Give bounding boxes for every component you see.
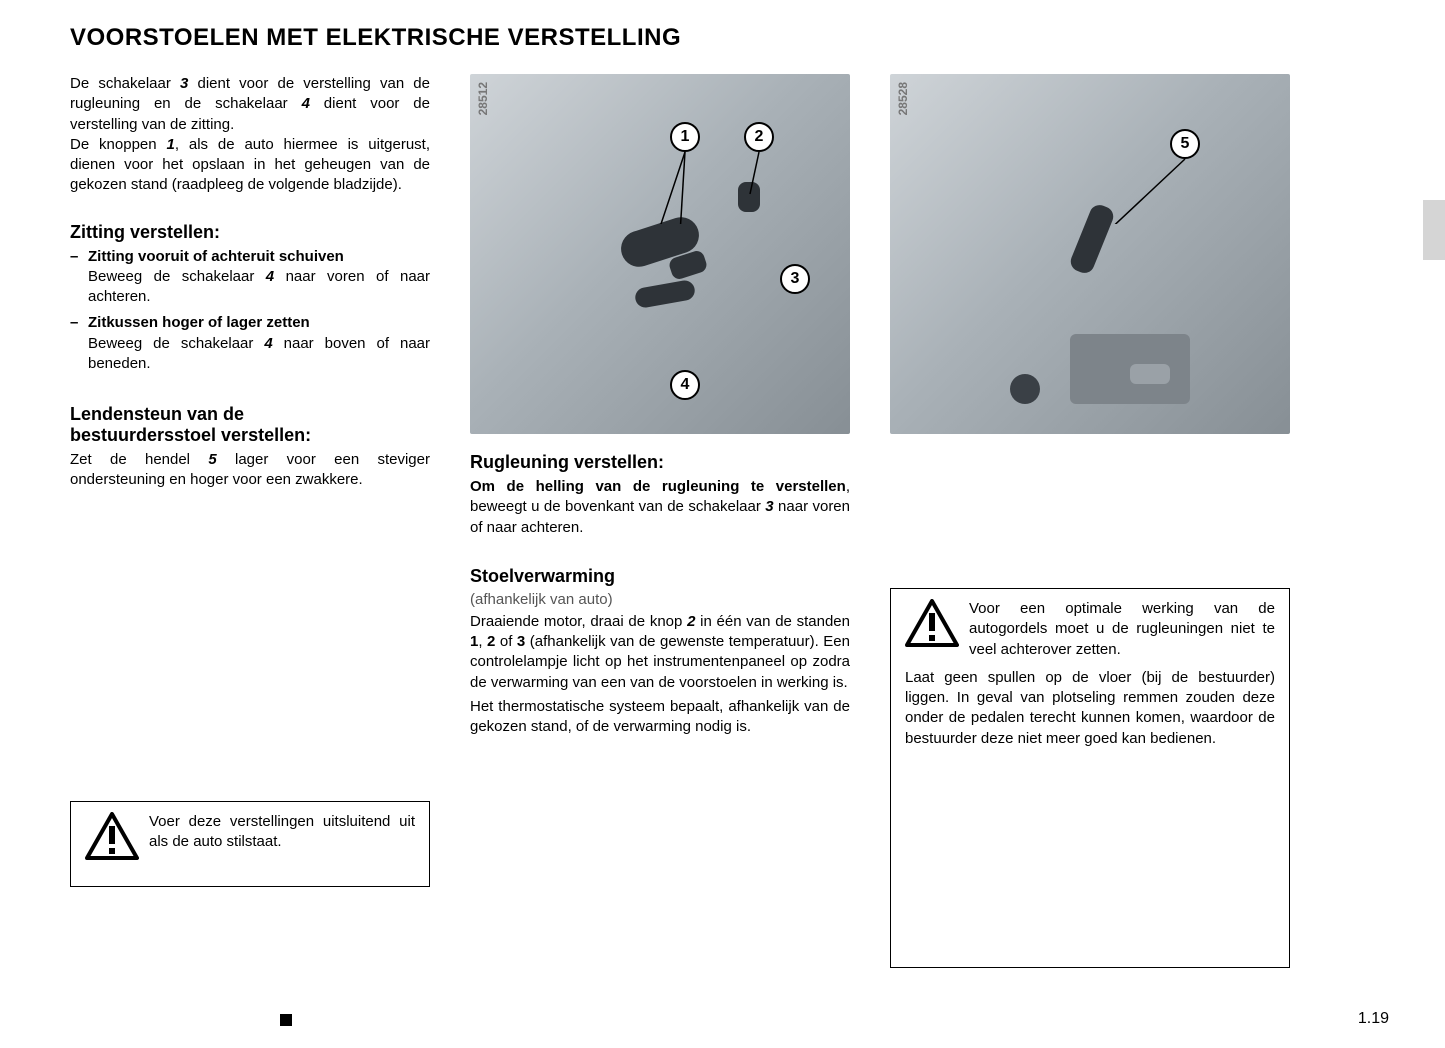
- callout-5: 5: [1170, 129, 1200, 159]
- section-title-line: bestuurdersstoel verstellen:: [70, 425, 311, 445]
- intro-paragraph: De schakelaar 3 dient voor de verstellin…: [70, 74, 430, 196]
- callout-1: 1: [670, 122, 700, 152]
- side-tab: [1423, 200, 1445, 260]
- lendensteun-body: Zet de hendel 5 lager voor een steviger …: [70, 450, 430, 491]
- callout-lines: [470, 74, 770, 224]
- warning-text: Voer deze verstellingen uitsluitend uit …: [149, 812, 415, 853]
- rugleuning-lead: Om de helling van de rugleuning te verst…: [470, 478, 846, 495]
- warning-box-small: Voer deze verstellingen uitsluitend uit …: [70, 801, 430, 887]
- page-title: VOORSTOELEN MET ELEKTRISCHE VERSTELLING: [70, 24, 1385, 52]
- warning-head-text: Voor een optimale werking van de autogor…: [969, 599, 1275, 660]
- stoelverwarming-body2: Het thermostatische systeem bepaalt, afh…: [470, 697, 850, 738]
- callout-4: 4: [670, 370, 700, 400]
- stoelverwarming-body1: Draaiende motor, draai de knop 2 in één …: [470, 612, 850, 693]
- figure-right: 28528 5: [890, 74, 1290, 434]
- rugleuning-body: Om de helling van de rugleuning te verst…: [470, 477, 850, 538]
- warning-triangle-icon: [85, 812, 139, 866]
- warning-body-text: Laat geen spullen op de vloer (bij de be…: [905, 668, 1275, 749]
- callout-lines: [890, 74, 1190, 224]
- stoelverwarming-sub: (afhankelijk van auto): [470, 591, 850, 608]
- page-marker-square: [280, 1014, 292, 1026]
- callout-3: 3: [780, 264, 810, 294]
- column-2: 28512 1 2 3 4 Rugleuning verstellen: Om …: [470, 74, 850, 968]
- warning-box-large: Voor een optimale werking van de autogor…: [890, 588, 1290, 968]
- callout-2: 2: [744, 122, 774, 152]
- figure-left: 28512 1 2 3 4: [470, 74, 850, 434]
- list-item: Zitting vooruit of achteruit schuiven Be…: [70, 247, 430, 308]
- list-item-title: Zitting vooruit of achteruit schuiven: [88, 248, 344, 265]
- page-number: 1.19: [1358, 1010, 1389, 1028]
- section-rugleuning-title: Rugleuning verstellen:: [470, 452, 850, 473]
- content-columns: De schakelaar 3 dient voor de verstellin…: [70, 74, 1385, 968]
- section-zitting-title: Zitting verstellen:: [70, 222, 430, 243]
- section-stoelverwarming-title: Stoelverwarming: [470, 566, 850, 587]
- section-lendensteun-title: Lendensteun van de bestuurdersstoel vers…: [70, 404, 430, 446]
- list-item-title: Zitkussen hoger of lager zetten: [88, 314, 310, 331]
- zitting-list: Zitting vooruit of achteruit schuiven Be…: [70, 247, 430, 375]
- section-title-line: Lendensteun van de: [70, 404, 244, 424]
- warning-triangle-icon: [905, 599, 959, 653]
- list-item: Zitkussen hoger of lager zetten Beweeg d…: [70, 313, 430, 374]
- column-1: De schakelaar 3 dient voor de verstellin…: [70, 74, 430, 968]
- column-3: 28528 5 Voor een optimale werkin: [890, 74, 1290, 968]
